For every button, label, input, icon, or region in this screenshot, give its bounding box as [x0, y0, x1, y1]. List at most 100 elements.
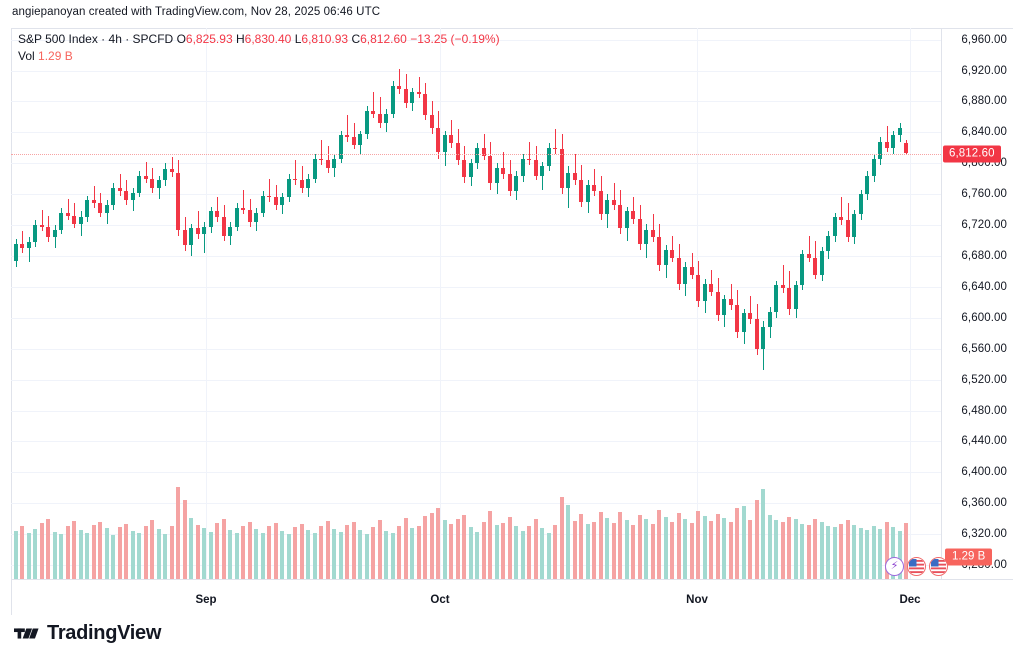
- candle-body: [92, 200, 96, 204]
- candle-body: [150, 178, 154, 188]
- legend-interval[interactable]: 4h: [108, 32, 122, 46]
- price-axis-tick: 6,600.00: [961, 311, 1007, 324]
- candle-body: [618, 204, 622, 229]
- candle-body: [885, 141, 889, 148]
- volume-bar: [85, 533, 89, 579]
- volume-bar: [391, 532, 395, 579]
- candle-body: [163, 169, 167, 181]
- candle-wick: [172, 157, 173, 178]
- candle-wick: [783, 265, 784, 294]
- candle-body: [287, 178, 291, 198]
- price-gridline: [11, 472, 941, 473]
- volume-value-badge[interactable]: 1.29 B: [945, 548, 993, 566]
- candle-body: [436, 127, 440, 153]
- lightning-badge[interactable]: ⚡: [885, 557, 904, 576]
- last-price-badge[interactable]: 6,812.60: [943, 145, 1001, 162]
- volume-bar: [410, 528, 414, 579]
- chart-plot-area[interactable]: [11, 28, 941, 579]
- volume-bar: [313, 533, 317, 579]
- candle-body: [352, 136, 356, 145]
- price-gridline: [11, 194, 941, 195]
- candle-body: [176, 172, 180, 230]
- tradingview-footer-logo: TradingView: [14, 622, 161, 645]
- volume-bar: [66, 526, 70, 579]
- candle-body: [183, 229, 187, 246]
- candle-body: [761, 327, 765, 349]
- volume-bar: [339, 531, 343, 579]
- candle-wick: [419, 76, 420, 99]
- candle-body: [274, 197, 278, 205]
- candle-wick: [94, 186, 95, 209]
- candle-body: [391, 85, 395, 114]
- candle-wick: [555, 129, 556, 154]
- legend-row-volume: Vol 1.29 B: [18, 48, 500, 64]
- volume-bar: [846, 520, 850, 579]
- volume-bar: [755, 500, 759, 579]
- price-axis[interactable]: 6,960.00 6,920.00 6,880.00 6,840.00 6,800.00…: [941, 28, 1013, 579]
- volume-bar: [384, 530, 388, 579]
- time-axis-tick: Dec: [899, 594, 921, 606]
- candle-body: [124, 191, 128, 201]
- volume-bar: [534, 519, 538, 579]
- candle-wick: [633, 197, 634, 224]
- price-axis-tick: 6,760.00: [961, 188, 1007, 201]
- candle-wick: [542, 161, 543, 190]
- candle-body: [839, 217, 843, 221]
- candle-body: [261, 195, 265, 213]
- price-axis-tick: 6,920.00: [961, 64, 1007, 77]
- volume-bar: [599, 511, 603, 579]
- attribution-text: angiepanoyan created with TradingView.co…: [12, 6, 381, 18]
- volume-bar: [150, 520, 154, 579]
- candle-body: [495, 167, 499, 184]
- time-axis-tick: Nov: [686, 594, 708, 606]
- candle-body: [66, 212, 70, 216]
- candle-body: [326, 160, 330, 168]
- candle-body: [72, 215, 76, 224]
- candle-body: [527, 158, 531, 161]
- candle-body: [248, 209, 252, 222]
- candle-body: [157, 180, 161, 188]
- candle-body: [170, 169, 174, 173]
- legend-separator-2: ·: [121, 32, 133, 46]
- time-gridline: [697, 28, 698, 579]
- volume-bar: [274, 522, 278, 579]
- volume-bar: [300, 523, 304, 579]
- volume-bar: [280, 530, 284, 579]
- candle-body: [118, 187, 122, 192]
- volume-bar: [46, 519, 50, 579]
- volume-bar: [878, 529, 882, 579]
- candle-body: [807, 254, 811, 258]
- candle-body: [456, 143, 460, 161]
- legend-low-label: L: [294, 32, 302, 46]
- legend-low-value: 6,810.93: [301, 32, 349, 46]
- candle-body: [651, 229, 655, 238]
- candle-body: [339, 135, 343, 159]
- volume-bar: [716, 514, 720, 579]
- volume-bar: [235, 533, 239, 579]
- chart-status-badges[interactable]: ⚡: [885, 557, 948, 576]
- legend-symbol[interactable]: S&P 500 Index: [18, 32, 98, 46]
- candle-body: [625, 211, 629, 229]
- time-axis[interactable]: Sep Oct Nov Dec: [11, 579, 1013, 615]
- volume-bar: [774, 520, 778, 579]
- candle-body: [462, 160, 466, 178]
- volume-bar: [14, 530, 18, 579]
- volume-bar: [807, 524, 811, 579]
- candle-body: [514, 175, 518, 192]
- volume-bar: [293, 527, 297, 579]
- volume-bar: [690, 522, 694, 579]
- volume-bar: [40, 522, 44, 579]
- candle-body: [404, 89, 408, 103]
- candle-wick: [81, 211, 82, 236]
- candle-wick: [731, 283, 732, 311]
- volume-bar: [215, 522, 219, 579]
- us-flag-badge-1[interactable]: [907, 557, 926, 576]
- volume-bar: [430, 513, 434, 579]
- candle-body: [833, 217, 837, 236]
- candle-body: [904, 143, 908, 154]
- volume-bar: [625, 520, 629, 579]
- volume-bar: [664, 516, 668, 579]
- candle-body: [813, 257, 817, 275]
- volume-bar: [872, 526, 876, 579]
- us-flag-badge-2[interactable]: [929, 557, 948, 576]
